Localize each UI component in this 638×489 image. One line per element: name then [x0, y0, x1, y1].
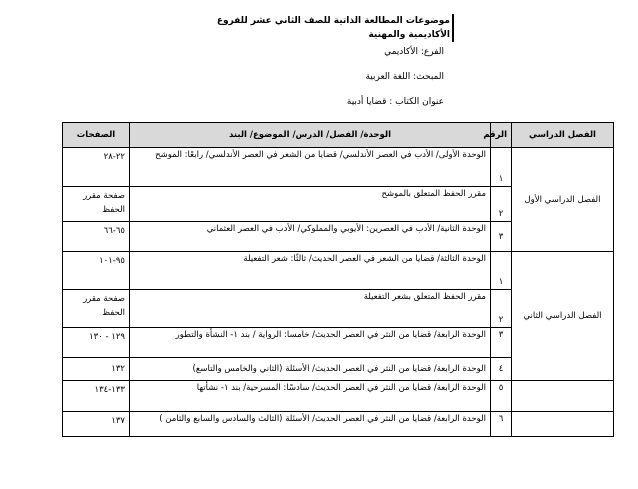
header-number: الرقم: [483, 122, 512, 148]
header-pages: الصفحات: [62, 122, 130, 148]
semester-cell-empty: [511, 380, 614, 412]
table-row: ٣ الوحدة الرابعة/ قضايا من النثر في العص…: [62, 327, 614, 358]
row-number: ٢: [490, 289, 512, 328]
table-header-row: الفصل الدراسي الرقم الوحدة/ الفصل/ الدرس…: [62, 122, 614, 148]
book-title-label: عنوان الكتاب : قضايا أدبية: [346, 97, 444, 107]
row-pages: ٢٢-٢٨: [62, 147, 130, 187]
semester-cell: الفصل الدراسي الثاني: [511, 251, 614, 381]
topics-table: الفصل الدراسي الرقم الوحدة/ الفصل/ الدرس…: [62, 122, 614, 437]
row-pages: ١٣٧: [62, 411, 130, 437]
semester-cell: الفصل الدراسي الأول: [511, 147, 614, 252]
semester-cell-empty: [511, 411, 614, 437]
row-pages: ١٣٢: [62, 357, 130, 381]
row-topic: مقرر الحفظ المتعلق بالموشح: [129, 186, 491, 222]
table-row: ٥ الوحدة الرابعة/ قضايا من النثر في العص…: [62, 380, 614, 412]
row-number: ٣: [490, 327, 512, 358]
row-number: ٦: [490, 411, 512, 437]
table-row: ٢ مقرر الحفظ المتعلق بالموشح صفحة مقرر ا…: [62, 186, 614, 222]
row-topic: الوحدة الرابعة/ قضايا من النثر في العصر …: [129, 380, 491, 412]
row-topic: الوحدة الثانية/ الأدب في العصرين: الأيوب…: [129, 221, 491, 252]
row-pages: ١٢٩ - ١٣٠: [62, 327, 130, 358]
row-topic: الوحدة الرابعة/ قضايا من النثر في العصر …: [129, 327, 491, 358]
row-pages: ١٣٣-١٣٤: [62, 380, 130, 412]
branch-label: الفرع: الأكاديمي: [384, 47, 444, 57]
row-number: ٣: [490, 221, 512, 252]
row-topic: الوحدة الأولى/ الأدب في العصر الأندلسي/ …: [129, 147, 491, 187]
table-row: الفصل الدراسي الأول ١ الوحدة الأولى/ الأ…: [62, 147, 614, 252]
row-number: ٢: [490, 186, 512, 222]
row-number: ٤: [490, 357, 512, 381]
row-number: ١: [490, 147, 512, 187]
table-row: ٣ الوحدة الثانية/ الأدب في العصرين: الأي…: [62, 221, 614, 252]
row-pages: ٩٥-١٠١: [62, 251, 130, 290]
document-title: موضوعات المطالعة الذاتية للصف الثاني عشر…: [180, 14, 454, 42]
header-semester: الفصل الدراسي: [511, 122, 614, 148]
row-topic: الوحدة الثالثة/ قضايا من الشعر في العصر …: [129, 251, 491, 290]
row-pages: ٦٥-٦٦: [62, 221, 130, 252]
row-topic: الوحدة الرابعة/ قضايا من النثر في العصر …: [129, 411, 491, 437]
row-pages: صفحة مقرر الحفظ: [62, 289, 130, 328]
row-pages: صفحة مقرر الحفظ: [62, 186, 130, 222]
table-row: ٦ الوحدة الرابعة/ قضايا من النثر في العص…: [62, 411, 614, 437]
row-topic: الوحدة الرابعة/ قضايا من النثر في العصر …: [129, 357, 491, 381]
header-topic: الوحدة/ الفصل/ الدرس/ الموضوع/ البند: [129, 122, 491, 148]
row-number: ٥: [490, 380, 512, 412]
table-row: الفصل الدراسي الثاني ١ الوحدة الثالثة/ ق…: [62, 251, 614, 381]
row-topic: مقرر الحفظ المتعلق بشعر التفعيلة: [129, 289, 491, 328]
row-number: ١: [490, 251, 512, 290]
subject-label: المبحث: اللغة العربية: [365, 72, 444, 82]
